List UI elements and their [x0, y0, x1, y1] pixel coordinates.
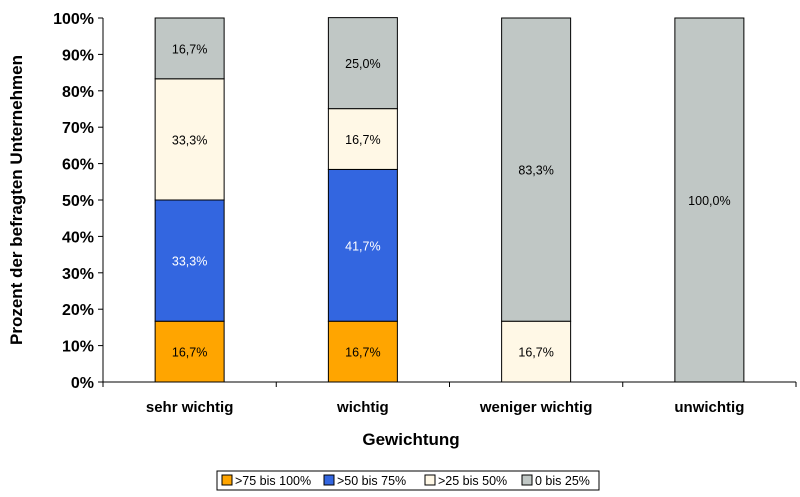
- data-label: 16,7%: [172, 42, 207, 56]
- y-axis-title: Prozent der befragten Unternehmen: [7, 55, 26, 345]
- legend-label: 0 bis 25%: [535, 474, 590, 488]
- legend-swatch: [221, 474, 233, 486]
- x-category-label: weniger wichtig: [479, 399, 593, 416]
- y-tick-label: 60%: [62, 157, 94, 174]
- y-tick-label: 30%: [62, 266, 94, 283]
- x-category-label: sehr wichtig: [146, 399, 234, 416]
- bars: 16,7% 33,3% 33,3% 16,7% 16,7% 41,7% 16,7% 25,0%…: [154, 17, 745, 383]
- legend-label: >75 bis 100%: [235, 474, 311, 488]
- data-label: 83,3%: [518, 164, 553, 178]
- legend-swatch: [424, 474, 436, 486]
- legend-swatch: [323, 474, 335, 486]
- data-label: 33,3%: [172, 255, 207, 269]
- data-label: 16,7%: [345, 133, 380, 147]
- bar-segment: [327, 108, 398, 170]
- data-label: 16,7%: [518, 346, 553, 360]
- data-label: 33,3%: [172, 133, 207, 147]
- y-tick-label: 40%: [62, 229, 94, 246]
- y-tick-label: 100%: [53, 11, 94, 28]
- data-label: 16,7%: [345, 346, 380, 360]
- legend-swatch: [521, 474, 533, 486]
- bar-segment: [154, 199, 225, 322]
- data-label: 100,0%: [688, 194, 730, 208]
- y-tick-label: 50%: [62, 193, 94, 210]
- data-label: 41,7%: [345, 239, 380, 253]
- data-label: 25,0%: [345, 57, 380, 71]
- bar-segment: [674, 17, 745, 383]
- y-tick-label: 20%: [62, 302, 94, 319]
- legend-label: >25 bis 50%: [438, 474, 507, 488]
- y-tick-label: 80%: [62, 84, 94, 101]
- legend: >75 bis 100% >50 bis 75% >25 bis 50% 0 bis …: [216, 470, 600, 491]
- y-tick-label: 0%: [71, 375, 94, 392]
- x-axis-title: Gewichtung: [362, 430, 459, 449]
- bar-segment: [154, 17, 225, 80]
- bar-segment: [154, 320, 225, 383]
- bar-segment: [501, 17, 572, 322]
- x-axis: sehr wichtig wichtig weniger wichtig unwich…: [102, 381, 797, 416]
- y-tick-label: 10%: [62, 339, 94, 356]
- legend-box: [216, 470, 600, 491]
- x-category-label: unwichtig: [674, 399, 744, 416]
- legend-label: >50 bis 75%: [337, 474, 406, 488]
- x-category-label: wichtig: [336, 399, 389, 416]
- y-axis: 0% 10% 20% 30% 40% 50% 60% 70% 80% 90% 100%: [53, 11, 104, 392]
- bar-segment: [327, 17, 398, 110]
- y-tick-label: 90%: [62, 47, 94, 64]
- bar-segment: [327, 168, 398, 322]
- y-tick-label: 70%: [62, 120, 94, 137]
- data-label: 16,7%: [172, 346, 207, 360]
